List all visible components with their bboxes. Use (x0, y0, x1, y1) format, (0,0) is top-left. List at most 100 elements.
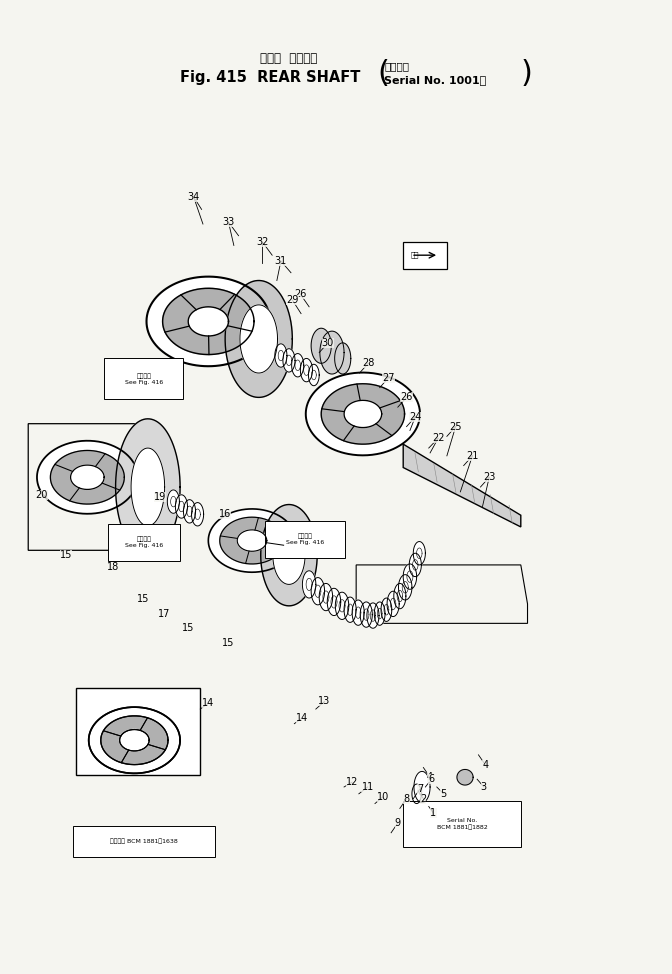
Polygon shape (261, 505, 317, 606)
Text: 15: 15 (222, 638, 235, 648)
Text: 23: 23 (483, 472, 495, 482)
Polygon shape (188, 307, 228, 336)
Polygon shape (89, 707, 180, 773)
Bar (108, 524, 180, 561)
Polygon shape (394, 583, 406, 609)
Polygon shape (311, 328, 331, 363)
Text: 24: 24 (409, 412, 421, 422)
Text: 15: 15 (137, 594, 149, 604)
Text: 33: 33 (222, 217, 235, 227)
Polygon shape (175, 495, 187, 518)
Polygon shape (457, 769, 473, 785)
Text: 10: 10 (377, 792, 389, 802)
Polygon shape (352, 600, 364, 625)
Text: 28: 28 (362, 358, 374, 368)
Polygon shape (146, 277, 270, 366)
Text: Fig. 415  REAR SHAFT: Fig. 415 REAR SHAFT (180, 70, 360, 86)
Polygon shape (120, 730, 149, 751)
Polygon shape (403, 444, 521, 527)
Polygon shape (120, 730, 149, 751)
Polygon shape (167, 490, 179, 513)
Text: 14: 14 (202, 698, 214, 708)
Text: 22: 22 (432, 433, 444, 443)
Polygon shape (414, 771, 430, 803)
Text: 20: 20 (36, 490, 48, 500)
Polygon shape (344, 597, 356, 622)
Text: 矢方: 矢方 (411, 252, 419, 258)
Text: 図記叁照
See Fig. 416: 図記叁照 See Fig. 416 (125, 537, 163, 548)
Polygon shape (335, 592, 349, 619)
Text: 4: 4 (427, 772, 433, 782)
Polygon shape (163, 288, 254, 355)
Polygon shape (335, 343, 351, 374)
Text: 8: 8 (403, 794, 410, 804)
Text: 21: 21 (466, 451, 478, 461)
Text: 適用号機 BCM 1881～1638: 適用号機 BCM 1881～1638 (110, 839, 177, 844)
Polygon shape (71, 466, 104, 489)
Polygon shape (208, 509, 296, 572)
Text: 3: 3 (480, 782, 487, 792)
Text: リヤー  シャフト: リヤー シャフト (260, 52, 318, 65)
Polygon shape (275, 344, 287, 367)
Text: 図記叁照
See Fig. 416: 図記叁照 See Fig. 416 (286, 534, 324, 545)
Text: 14: 14 (296, 713, 308, 723)
Polygon shape (360, 602, 372, 627)
Text: 9: 9 (394, 818, 401, 828)
Polygon shape (412, 784, 421, 804)
Polygon shape (321, 384, 405, 444)
Text: 29: 29 (286, 295, 298, 305)
Polygon shape (409, 553, 421, 577)
Text: 15: 15 (182, 623, 194, 633)
Text: 6: 6 (428, 774, 435, 784)
Bar (73, 826, 215, 857)
Text: 5: 5 (440, 789, 447, 799)
Polygon shape (273, 526, 305, 584)
Text: 27: 27 (382, 373, 394, 383)
Bar (403, 242, 447, 269)
Text: 34: 34 (187, 192, 200, 202)
Text: 30: 30 (322, 338, 334, 348)
Polygon shape (225, 281, 292, 397)
Bar (76, 688, 200, 775)
Polygon shape (300, 358, 312, 382)
Polygon shape (311, 578, 325, 605)
Polygon shape (374, 602, 385, 625)
Text: Serial No.
BCM 1881～1882: Serial No. BCM 1881～1882 (437, 818, 487, 830)
Polygon shape (283, 349, 295, 372)
Polygon shape (413, 542, 425, 565)
Bar (265, 521, 345, 558)
Bar (104, 358, 183, 399)
Text: 2: 2 (420, 794, 427, 804)
Text: 25: 25 (450, 422, 462, 431)
Polygon shape (50, 451, 124, 504)
Polygon shape (320, 331, 344, 374)
Polygon shape (131, 448, 165, 526)
Polygon shape (387, 591, 399, 617)
Text: 12: 12 (346, 777, 358, 787)
Text: 4: 4 (482, 760, 489, 769)
Text: 1: 1 (430, 808, 437, 818)
Text: (: ( (378, 58, 390, 88)
Polygon shape (37, 441, 138, 513)
Polygon shape (398, 575, 412, 600)
Text: 26: 26 (294, 289, 306, 299)
Text: 適用号機: 適用号機 (384, 61, 409, 71)
Text: 19: 19 (154, 492, 166, 502)
Polygon shape (403, 564, 417, 589)
Polygon shape (292, 354, 304, 377)
Text: 26: 26 (401, 393, 413, 402)
Polygon shape (192, 503, 204, 526)
Polygon shape (220, 517, 284, 564)
Text: 16: 16 (219, 509, 231, 519)
Bar (403, 801, 521, 847)
Polygon shape (381, 598, 392, 621)
Text: 11: 11 (362, 782, 374, 792)
Polygon shape (319, 583, 333, 611)
Text: ): ) (521, 58, 533, 88)
Polygon shape (302, 571, 316, 598)
Polygon shape (237, 530, 267, 551)
Text: 18: 18 (107, 562, 119, 572)
Polygon shape (116, 419, 180, 555)
Text: 17: 17 (159, 609, 171, 618)
Text: 31: 31 (275, 256, 287, 266)
